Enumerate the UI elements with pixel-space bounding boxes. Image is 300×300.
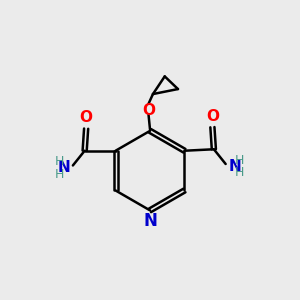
- Text: H: H: [54, 155, 64, 168]
- Text: H: H: [235, 166, 244, 179]
- Text: N: N: [229, 158, 241, 173]
- Text: H: H: [235, 154, 244, 167]
- Text: N: N: [143, 212, 157, 230]
- Text: N: N: [57, 160, 70, 175]
- Text: O: O: [206, 109, 219, 124]
- Text: O: O: [142, 103, 155, 118]
- Text: H: H: [54, 168, 64, 181]
- Text: O: O: [80, 110, 93, 125]
